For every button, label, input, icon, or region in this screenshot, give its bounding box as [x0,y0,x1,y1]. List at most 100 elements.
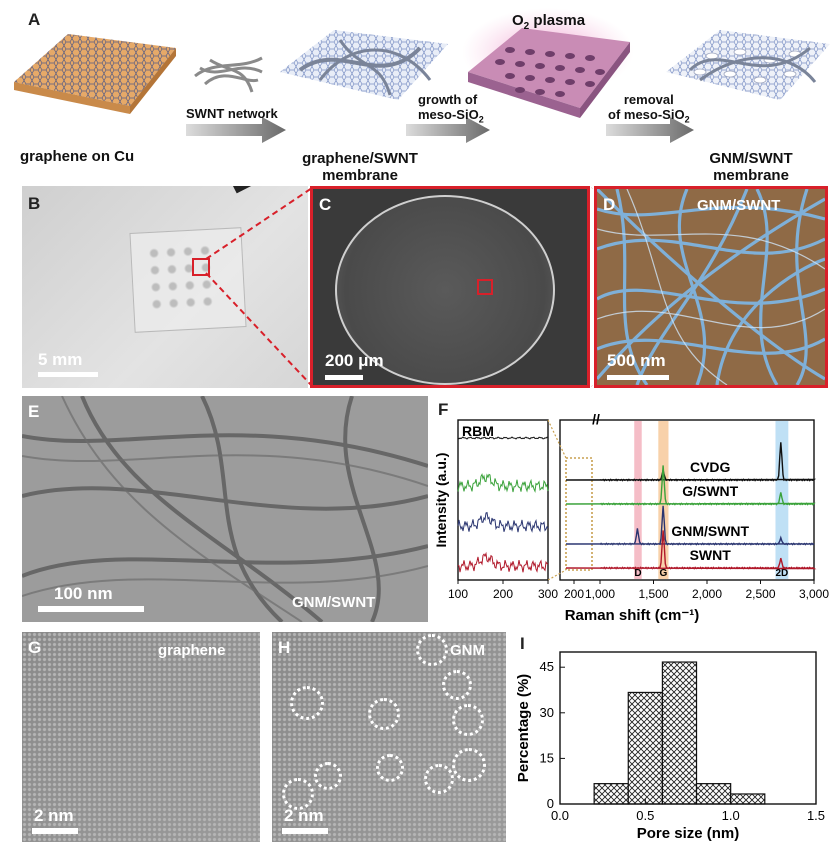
title-h: GNM [450,642,485,659]
pore-circle [282,778,314,810]
panel-b-photo: B 5 mm [22,186,308,388]
scalebar-b [38,372,98,377]
gnm-swnt-membrane-illustration [666,30,830,100]
tick-label: 0.5 [636,808,654,823]
pore-circle [452,704,484,736]
arrow2-line1: growth of [418,92,478,107]
hist-bar [661,661,698,805]
rbm-spectrum [457,551,549,573]
zoom-box-b [192,258,210,276]
tick-label: 2,500 [745,587,775,601]
tick-label: 100 [448,587,468,601]
pore-circle [452,748,486,782]
axis-break: // [592,411,600,427]
panel-g-tem: G graphene 2 nm [22,632,260,842]
tick-label: 2,000 [692,587,722,601]
scalebar-g [32,828,78,834]
series-label: SWNT [690,547,732,563]
tick-label: 200 [564,587,584,601]
panel-label-g: G [28,638,42,657]
scale-label-b: 5 mm [38,350,83,369]
pore-circle [314,762,342,790]
panel-label-f: F [438,400,449,419]
panel-d-sem: D GNM/SWNT 500 nm [594,186,828,388]
xlabel-f: Raman shift (cm⁻¹) [565,607,700,624]
arrow2-label: growth of meso-SiO2 [418,92,484,128]
tick-label: 200 [493,587,513,601]
arrow-2 [406,117,490,143]
tick-label: 300 [538,587,558,601]
rbm-spectrum [457,511,549,533]
panel-c-sem: C 200 μm [310,186,590,388]
main-frame [559,419,815,581]
pore-circle [368,698,400,730]
swnt-network-image [597,189,825,385]
arrow2-line2: meso-SiO2 [418,107,484,128]
hist-frame [559,651,817,805]
step2-line2: membrane [322,167,398,184]
title-d: GNM/SWNT [697,197,781,214]
arrow1-label: SWNT network [186,106,278,121]
plasma-label: O2 plasma [512,12,585,32]
arrow3-line2: of meso-SiO2 [608,107,690,128]
arrow3-line1: removal [623,92,674,107]
tick-label: 1,500 [638,587,668,601]
scale-label-d: 500 nm [607,351,666,370]
tick-label: 30 [540,705,554,720]
panel-label-i: I [520,634,525,653]
graphene-lattice [22,632,260,842]
tick-label: 15 [540,750,554,765]
meso-sio2-illustration [468,28,630,118]
series-label: G/SWNT [682,483,738,499]
spectrum-g-swnt [565,465,816,506]
rbm-zoom-box [565,457,593,571]
arrow3-text: of meso-SiO [608,107,685,122]
tick-label: 0.0 [551,808,569,823]
panel-e-tem: E GNM/SWNT 100 nm [22,396,428,622]
band-label-g: G [660,568,668,579]
rbm-spectrum [457,436,549,440]
series-label: CVDG [690,459,731,475]
step1-label: graphene on Cu [20,148,135,165]
xlabel-i: Pore size (nm) [637,825,740,842]
tick-label: 1,000 [585,587,615,601]
step2-label: graphene/SWNT membrane [280,150,440,184]
scale-label-g: 2 nm [34,806,74,825]
ylabel-f: Intensity (a.u.) [433,453,449,548]
arrow2-text: meso-SiO [418,107,479,122]
rbm-spectrum [457,473,549,493]
scalebar-c [325,375,363,380]
tick-label: 1.5 [807,808,825,823]
scalebar-h [282,828,328,834]
band-label-d: D [634,568,641,579]
rbm-zoom-line [547,419,567,459]
scale-label-e: 100 nm [54,584,113,603]
arrow3-label: removal of meso-SiO2 [608,92,690,128]
series-label: GNM/SWNT [671,523,749,539]
arrow-1 [186,117,286,143]
step3-line1: GNM/SWNT [709,150,793,167]
raman-chart: Intensity (a.u.) RBM D G 2D // CVDG G/SWNT GNM/S… [433,411,829,624]
scalebar-d [607,375,669,380]
pore-size-histogram: 0.0 0.5 1.0 1.5 0 15 30 45 Pore size (nm) Percent… [515,651,825,842]
tem-bundles-image [22,396,428,622]
pore-circle [290,686,324,720]
hist-bar [730,793,766,805]
zoom-box-c [477,279,493,295]
tick-label: 0 [547,796,554,811]
hist-bar [593,783,629,805]
panel-label-b: B [28,194,41,213]
panel-label-c: C [319,195,332,214]
rbm-zoom-line [547,569,567,581]
spectrum-swnt [565,530,817,570]
spectrum-cvdg [565,442,817,482]
pore-circle [424,764,454,794]
band-label-2d: 2D [776,568,789,579]
scale-label-h: 2 nm [284,806,324,825]
arrow2-sub: 2 [478,114,484,125]
panel-label-h: H [278,638,291,657]
inset-title: RBM [462,423,494,439]
hist-bar [627,691,664,805]
panel-label-e: E [28,402,40,421]
pore-circle [376,754,404,782]
